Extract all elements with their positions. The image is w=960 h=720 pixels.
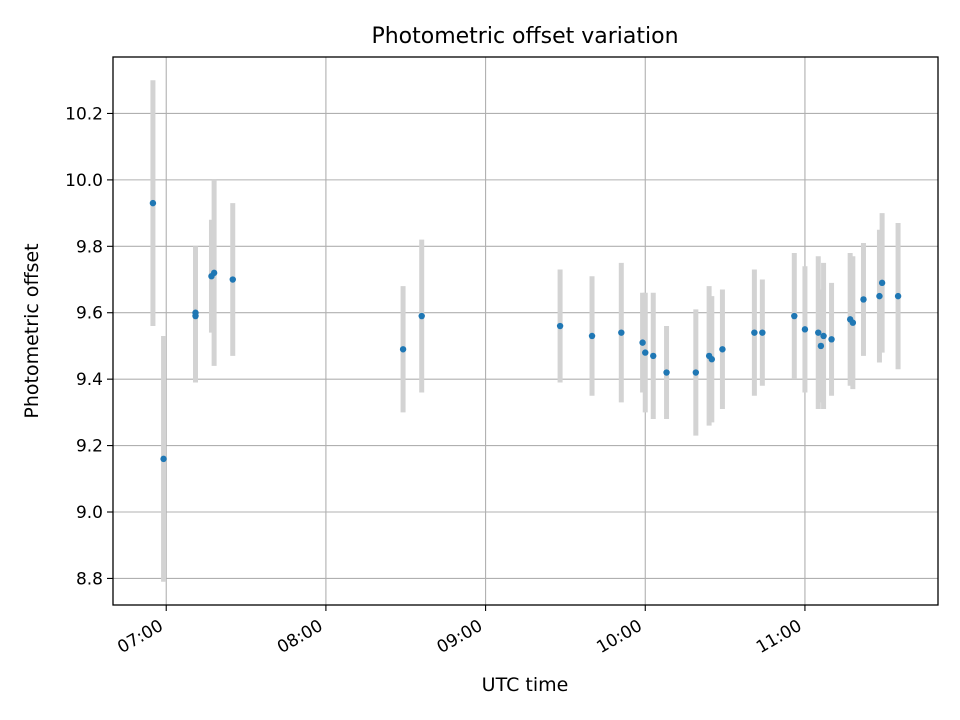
data-point — [801, 326, 809, 333]
y-axis-label: Photometric offset — [21, 243, 43, 418]
plot-frame — [112, 56, 939, 606]
error-bars — [150, 80, 901, 582]
y-tick-label: 10.2 — [65, 104, 103, 124]
y-tick-label: 10.0 — [65, 171, 103, 191]
data-points — [149, 199, 902, 463]
x-tick-label: 10:00 — [593, 616, 645, 658]
data-point — [618, 329, 625, 336]
x-tick-label: 07:00 — [114, 616, 166, 658]
x-tick-label: 08:00 — [274, 616, 326, 658]
data-point — [791, 312, 798, 320]
y-tick-label: 9.4 — [76, 370, 103, 390]
x-tick-label: 09:00 — [434, 616, 486, 658]
x-tick-label: 11:00 — [753, 616, 805, 658]
data-point — [399, 346, 407, 353]
chart-title: Photometric offset variation — [371, 24, 678, 49]
data-point — [719, 346, 726, 353]
y-tick-label: 9.6 — [76, 304, 103, 324]
data-point — [192, 312, 199, 320]
data-point — [160, 455, 167, 463]
data-point — [708, 356, 715, 363]
data-point — [817, 342, 825, 350]
y-tick-label: 9.2 — [76, 437, 103, 457]
data-point — [210, 269, 218, 277]
grid-lines — [113, 57, 938, 605]
data-point — [759, 329, 766, 336]
y-tick-label: 9.8 — [76, 237, 103, 257]
data-point — [828, 336, 835, 343]
data-point — [894, 292, 902, 300]
data-point — [588, 332, 596, 340]
data-point — [229, 276, 236, 283]
data-point — [642, 349, 649, 356]
data-point — [663, 369, 670, 376]
data-point — [692, 369, 700, 376]
x-axis-label: UTC time — [482, 674, 569, 696]
data-point — [149, 199, 157, 207]
data-point — [860, 296, 867, 303]
data-point — [418, 312, 425, 320]
data-point — [876, 292, 883, 300]
data-point — [556, 322, 564, 330]
y-tick-label: 9.0 — [76, 503, 103, 523]
data-point — [815, 329, 822, 336]
data-point — [878, 279, 886, 287]
data-point — [639, 339, 646, 346]
data-point — [650, 352, 657, 360]
data-point — [849, 319, 857, 326]
data-point — [820, 332, 827, 340]
y-tick-label: 8.8 — [76, 569, 103, 589]
data-point — [751, 329, 758, 336]
